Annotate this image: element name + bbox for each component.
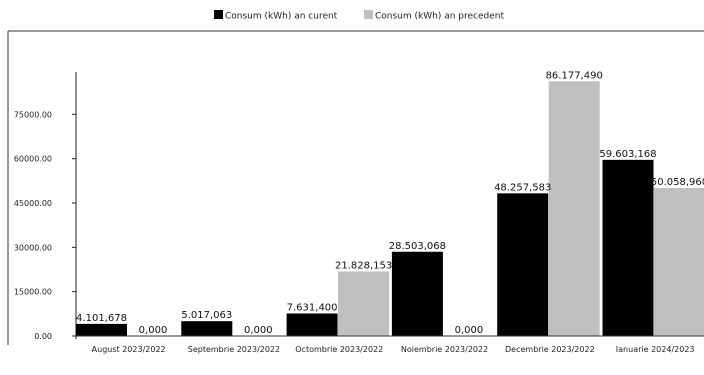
- legend-label-2: Consum (kWh) an precedent: [375, 12, 504, 22]
- legend-label-1: Consum (kWh) an curent: [225, 12, 338, 22]
- data-label-current-6: 59.603,168: [599, 149, 656, 160]
- y-tick-label-0: 0.00: [34, 332, 52, 341]
- bar-previous-6: [654, 188, 704, 336]
- bar-current-4: [391, 251, 443, 336]
- bars: [76, 81, 704, 336]
- legend-swatch-1: [214, 10, 223, 19]
- data-label-previous-5: 86.177,490: [546, 70, 603, 81]
- bar-current-2: [181, 321, 233, 336]
- data-label-previous-3: 21.828,153: [335, 260, 392, 271]
- y-tick-label-1: 15000.00: [14, 288, 52, 297]
- bar-current-5: [497, 193, 549, 336]
- bar-previous-3: [338, 271, 390, 336]
- y-axis: 0.00 15000.00 30000.00 45000.00 60000.00 7500…: [14, 72, 77, 341]
- legend-swatch-2: [364, 10, 373, 19]
- y-tick-label-5: 75000.00: [14, 110, 52, 119]
- data-label-previous-1: 0,000: [139, 325, 168, 336]
- x-tick-label-3: Octombrie 2023/2022: [295, 345, 383, 354]
- y-tick-label-2: 30000.00: [14, 243, 52, 252]
- bar-current-3: [286, 313, 338, 336]
- bar-current-6: [602, 159, 654, 336]
- data-label-previous-2: 0,000: [244, 325, 273, 336]
- x-tick-label-1: August 2023/2022: [92, 345, 166, 354]
- x-tick-label-4: Noiembrie 2023/2022: [401, 345, 488, 354]
- bar-labels: 4.101,678 0,000 5.017,063 0,000 7.631,400 21.…: [76, 70, 704, 336]
- y-tick-label-4: 60000.00: [14, 155, 52, 164]
- data-label-current-2: 5.017,063: [181, 310, 232, 321]
- data-label-previous-4: 0,000: [455, 325, 484, 336]
- data-label-previous-6: 50.058,960: [651, 177, 704, 188]
- y-tick-label-3: 45000.00: [14, 199, 52, 208]
- x-tick-label-6: Ianuarie 2024/2023: [616, 345, 695, 354]
- x-axis: August 2023/2022 Septembrie 2023/2022 Octo…: [76, 335, 704, 354]
- bar-previous-5: [548, 81, 600, 336]
- data-label-current-1: 4.101,678: [76, 313, 127, 324]
- bar-current-1: [76, 323, 127, 336]
- data-label-current-4: 28.503,068: [389, 241, 446, 252]
- data-label-current-5: 48.257,583: [494, 182, 551, 193]
- x-tick-label-2: Septembrie 2023/2022: [188, 345, 280, 354]
- data-label-current-3: 7.631,400: [287, 302, 338, 313]
- x-tick-label-5: Decembrie 2023/2022: [505, 345, 595, 354]
- legend: Consum (kWh) an curent Consum (kWh) an pr…: [214, 10, 504, 22]
